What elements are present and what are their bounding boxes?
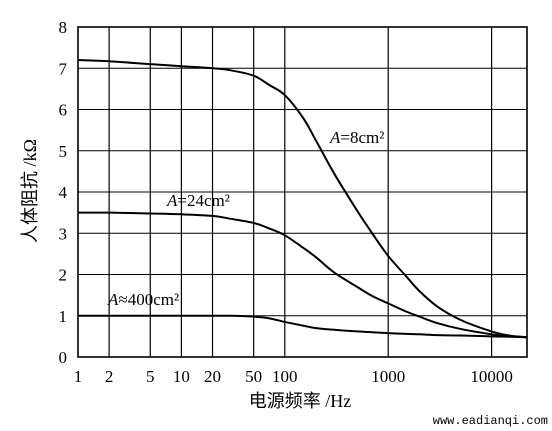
y-tick-label: 6	[59, 101, 68, 120]
plot-frame	[77, 26, 528, 358]
series-400cm2-line	[78, 314, 528, 339]
x-tick-label: 2	[105, 367, 114, 386]
y-tick-label: 4	[59, 183, 68, 202]
x-tick-label: 100	[272, 367, 298, 386]
y-tick-label: 3	[59, 224, 68, 243]
series-annotations: A=8cm² A=24cm² A≈400cm²	[107, 128, 384, 309]
y-axis-label: 人体阻抗 /kΩ	[20, 139, 40, 243]
x-tick-labels: 1 2 5 10 20 50 100 1000 10000	[74, 367, 513, 386]
x-tick-label: 10000	[470, 367, 513, 386]
annotation-8cm2: A=8cm²	[329, 128, 384, 147]
watermark: www.eadianqi.com	[433, 414, 548, 428]
y-tick-label: 2	[59, 266, 68, 285]
series-8cm2-line	[77, 59, 528, 339]
x-tick-label: 10	[173, 367, 190, 386]
series-lines	[77, 59, 528, 339]
y-tick-label: 5	[59, 142, 68, 161]
annotation-24cm2: A=24cm²	[166, 191, 230, 210]
series-24cm2-line	[77, 211, 528, 339]
x-tick-label: 5	[146, 367, 155, 386]
x-tick-label: 1000	[371, 367, 405, 386]
grid-lines	[78, 27, 527, 357]
x-tick-label: 20	[204, 367, 221, 386]
annotation-400cm2: A≈400cm²	[107, 290, 179, 309]
y-tick-label: 0	[59, 348, 68, 367]
y-tick-labels: 0 1 2 3 4 5 6 7 8	[59, 18, 68, 367]
y-tick-label: 7	[59, 59, 68, 78]
x-tick-label: 50	[245, 367, 262, 386]
x-axis-label: 电源频率 /Hz	[249, 391, 352, 411]
x-tick-label: 1	[74, 367, 83, 386]
y-tick-label: 8	[59, 18, 68, 37]
y-tick-label: 1	[59, 307, 68, 326]
